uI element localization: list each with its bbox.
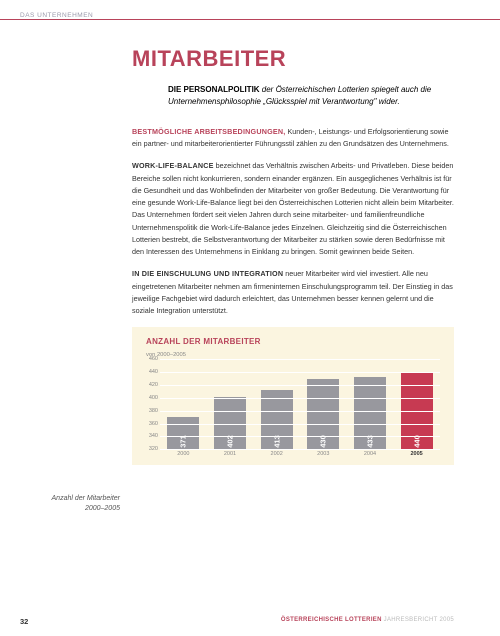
- chart-side-caption: Anzahl der Mitarbeiter 2000–2005: [20, 494, 120, 514]
- gridline: [160, 424, 440, 425]
- plot-region: 371402413430433440: [160, 359, 440, 449]
- gridline: [160, 398, 440, 399]
- bar-rect: 430: [307, 379, 339, 450]
- footer-brand: ÖSTERREICHISCHE LOTTERIEN JAHRESBERICHT …: [281, 617, 454, 626]
- gridline: [160, 359, 440, 360]
- employee-count-chart: ANZAHL DER MITARBEITER von 2000–2005 320…: [132, 327, 454, 465]
- header-strip: DAS UNTERNEHMEN: [0, 0, 500, 20]
- x-tick-label: 2002: [261, 449, 293, 461]
- bar: 433: [354, 377, 386, 450]
- footer-brand-suffix: JAHRESBERICHT 2005: [382, 617, 454, 623]
- chart-subtitle: von 2000–2005: [146, 352, 440, 358]
- x-tick-label: 2000: [167, 449, 199, 461]
- caption-line2: 2000–2005: [85, 505, 120, 512]
- x-tick-label: 2001: [214, 449, 246, 461]
- paragraph-emphasis: IN DIE EINSCHULUNG UND INTEGRATION: [132, 269, 283, 278]
- y-tick-label: 340: [149, 433, 158, 439]
- section-header: DAS UNTERNEHMEN: [20, 12, 93, 19]
- x-axis-labels: 2000 2001 2002 2003 2004 2005: [160, 449, 440, 461]
- gridline: [160, 372, 440, 373]
- body-paragraph: IN DIE EINSCHULUNG UND INTEGRATION neuer…: [132, 268, 454, 317]
- paragraph-emphasis: BESTMÖGLICHE ARBEITSBEDINGUNGEN,: [132, 127, 285, 136]
- bar-rect: 433: [354, 377, 386, 450]
- y-tick-label: 320: [149, 446, 158, 452]
- footer-brand-name: ÖSTERREICHISCHE LOTTERIEN: [281, 617, 382, 623]
- intro-lead: DIE PERSONALPOLITIK: [168, 85, 260, 94]
- paragraph-text: bezeichnet das Verhältnis zwischen Arbei…: [132, 161, 454, 256]
- chart-plot-area: 320340360380400420440460 371402413430433…: [160, 359, 440, 461]
- page-title: MITARBEITER: [132, 46, 454, 72]
- gridline: [160, 411, 440, 412]
- page-number: 32: [20, 617, 28, 626]
- y-tick-label: 360: [149, 421, 158, 427]
- body-paragraphs: BESTMÖGLICHE ARBEITSBEDINGUNGEN, Kunden-…: [132, 126, 454, 317]
- body-paragraph: BESTMÖGLICHE ARBEITSBEDINGUNGEN, Kunden-…: [132, 126, 454, 150]
- y-tick-label: 400: [149, 395, 158, 401]
- paragraph-emphasis: WORK-LIFE-BALANCE: [132, 161, 214, 170]
- y-tick-label: 420: [149, 382, 158, 388]
- content-area: MITARBEITER DIE PERSONALPOLITIK der Öste…: [0, 20, 500, 317]
- page-footer: 32 ÖSTERREICHISCHE LOTTERIEN JAHRESBERIC…: [0, 617, 500, 626]
- bar: 430: [307, 379, 339, 450]
- chart-title: ANZAHL DER MITARBEITER: [146, 337, 440, 346]
- caption-line1: Anzahl der Mitarbeiter: [52, 495, 120, 502]
- gridline: [160, 436, 440, 437]
- bar-rect: 371: [167, 417, 199, 450]
- intro-paragraph: DIE PERSONALPOLITIK der Österreichischen…: [132, 84, 454, 108]
- bar: 371: [167, 417, 199, 450]
- y-tick-label: 440: [149, 369, 158, 375]
- body-paragraph: WORK-LIFE-BALANCE bezeichnet das Verhält…: [132, 160, 454, 258]
- x-tick-label: 2004: [354, 449, 386, 461]
- y-tick-label: 380: [149, 408, 158, 414]
- y-axis: 320 340 360 380 400 420 440 460: [146, 359, 160, 449]
- x-tick-label: 2005: [401, 449, 433, 461]
- gridline: [160, 385, 440, 386]
- y-tick-label: 460: [149, 356, 158, 362]
- x-tick-label: 2003: [307, 449, 339, 461]
